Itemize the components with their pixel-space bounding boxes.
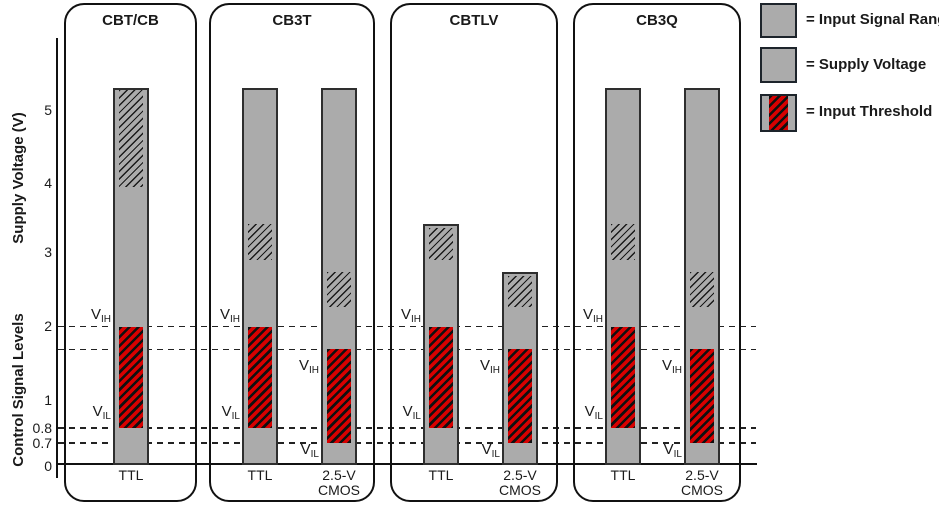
- vih-label-cb3t-cmos: VIH: [298, 357, 319, 376]
- legend-swatch-input-signal-range: [760, 3, 797, 38]
- vih-label-cb3t-ttl: VIH: [219, 306, 240, 325]
- input-threshold-band: [248, 327, 272, 428]
- supply-voltage-hatch: [429, 228, 453, 260]
- x-baseline: [56, 463, 757, 465]
- y-tick-0p7: 0.7: [32, 435, 52, 451]
- group-title-cbt-cb: CBT/CB: [102, 12, 159, 29]
- y-tick-1: 1: [44, 392, 52, 408]
- vih-label-cbtlv-cmos: VIH: [479, 357, 500, 376]
- bar-cb3t-cmos: [321, 88, 357, 465]
- bar-category-label-cbtlv-cmos: 2.5-V CMOS: [499, 467, 541, 498]
- legend-swatch-input-threshold-red-band: [769, 96, 788, 130]
- y-tick-3: 3: [44, 244, 52, 260]
- vih-label-cb3q-ttl: VIH: [582, 306, 603, 325]
- supply-voltage-hatch: [508, 276, 532, 307]
- supply-voltage-hatch: [248, 224, 272, 260]
- bar-cbtcb-ttl: [113, 88, 149, 465]
- legend-swatch-supply-voltage: [760, 47, 797, 83]
- group-title-cb3t: CB3T: [272, 12, 312, 29]
- vih-label-cbtcb-ttl: VIH: [90, 306, 111, 325]
- vil-label-cbtcb-ttl: VIL: [92, 403, 111, 422]
- input-threshold-band: [508, 349, 532, 443]
- bar-cb3q-ttl: [605, 88, 641, 465]
- dashed-gridline-0p8v: [58, 427, 756, 429]
- input-threshold-band: [611, 327, 635, 428]
- supply-voltage-hatch: [119, 90, 143, 187]
- vih-label-cb3q-cmos: VIH: [661, 357, 682, 376]
- vil-label-cb3q-cmos: VIL: [663, 441, 682, 460]
- bar-cb3t-ttl: [242, 88, 278, 465]
- bar-cbtlv-cmos: [502, 272, 538, 465]
- y-tick-2: 2: [44, 318, 52, 334]
- bar-category-label-cbtcb-ttl: TTL: [118, 467, 144, 483]
- supply-voltage-hatch: [611, 224, 635, 260]
- group-box-cbtlv: CBTLV: [390, 3, 558, 502]
- group-box-cb3q: CB3Q: [573, 3, 741, 502]
- bar-cb3q-cmos: [684, 88, 720, 465]
- vih-label-cbtlv-ttl: VIH: [400, 306, 421, 325]
- vil-label-cbtlv-ttl: VIL: [402, 403, 421, 422]
- group-box-cbt-cb: CBT/CB: [64, 3, 197, 502]
- bar-category-label-cb3t-cmos: 2.5-V CMOS: [318, 467, 360, 498]
- bar-category-label-cb3q-ttl: TTL: [610, 467, 636, 483]
- y-tick-5: 5: [44, 102, 52, 118]
- bar-category-label-cb3t-ttl: TTL: [247, 467, 273, 483]
- input-threshold-band: [690, 349, 714, 443]
- vil-label-cb3q-ttl: VIL: [584, 403, 603, 422]
- bar-category-label-cbtlv-ttl: TTL: [428, 467, 454, 483]
- legend-label-input-threshold: = Input Threshold: [806, 103, 933, 120]
- supply-voltage-hatch: [327, 272, 351, 307]
- bar-cbtlv-ttl: [423, 224, 459, 465]
- y-tick-4: 4: [44, 175, 52, 191]
- input-threshold-band: [429, 327, 453, 428]
- group-box-cb3t: CB3T: [209, 3, 375, 502]
- group-title-cbtlv: CBTLV: [449, 12, 499, 29]
- dashed-gridline-2v: [58, 325, 756, 328]
- legend-label-input-signal-range: = Input Signal Range: [806, 11, 939, 28]
- bar-category-label-cb3q-cmos: 2.5-V CMOS: [681, 467, 723, 498]
- group-title-cb3q: CB3Q: [636, 12, 678, 29]
- input-threshold-band: [327, 349, 351, 443]
- dashed-gridline-0p7v: [58, 442, 756, 444]
- dashed-gridline-1p7v: [58, 348, 756, 351]
- vil-label-cb3t-ttl: VIL: [221, 403, 240, 422]
- y-tick-0p8: 0.8: [32, 420, 52, 436]
- legend-label-supply-voltage: = Supply Voltage: [806, 56, 927, 73]
- input-threshold-band: [119, 327, 143, 428]
- vil-label-cbtlv-cmos: VIL: [481, 441, 500, 460]
- y-axis-line: [56, 38, 58, 478]
- supply-voltage-hatch: [690, 272, 714, 307]
- y-tick-0: 0: [44, 458, 52, 474]
- legend-swatch-input-threshold: [760, 94, 797, 132]
- vil-label-cb3t-cmos: VIL: [300, 441, 319, 460]
